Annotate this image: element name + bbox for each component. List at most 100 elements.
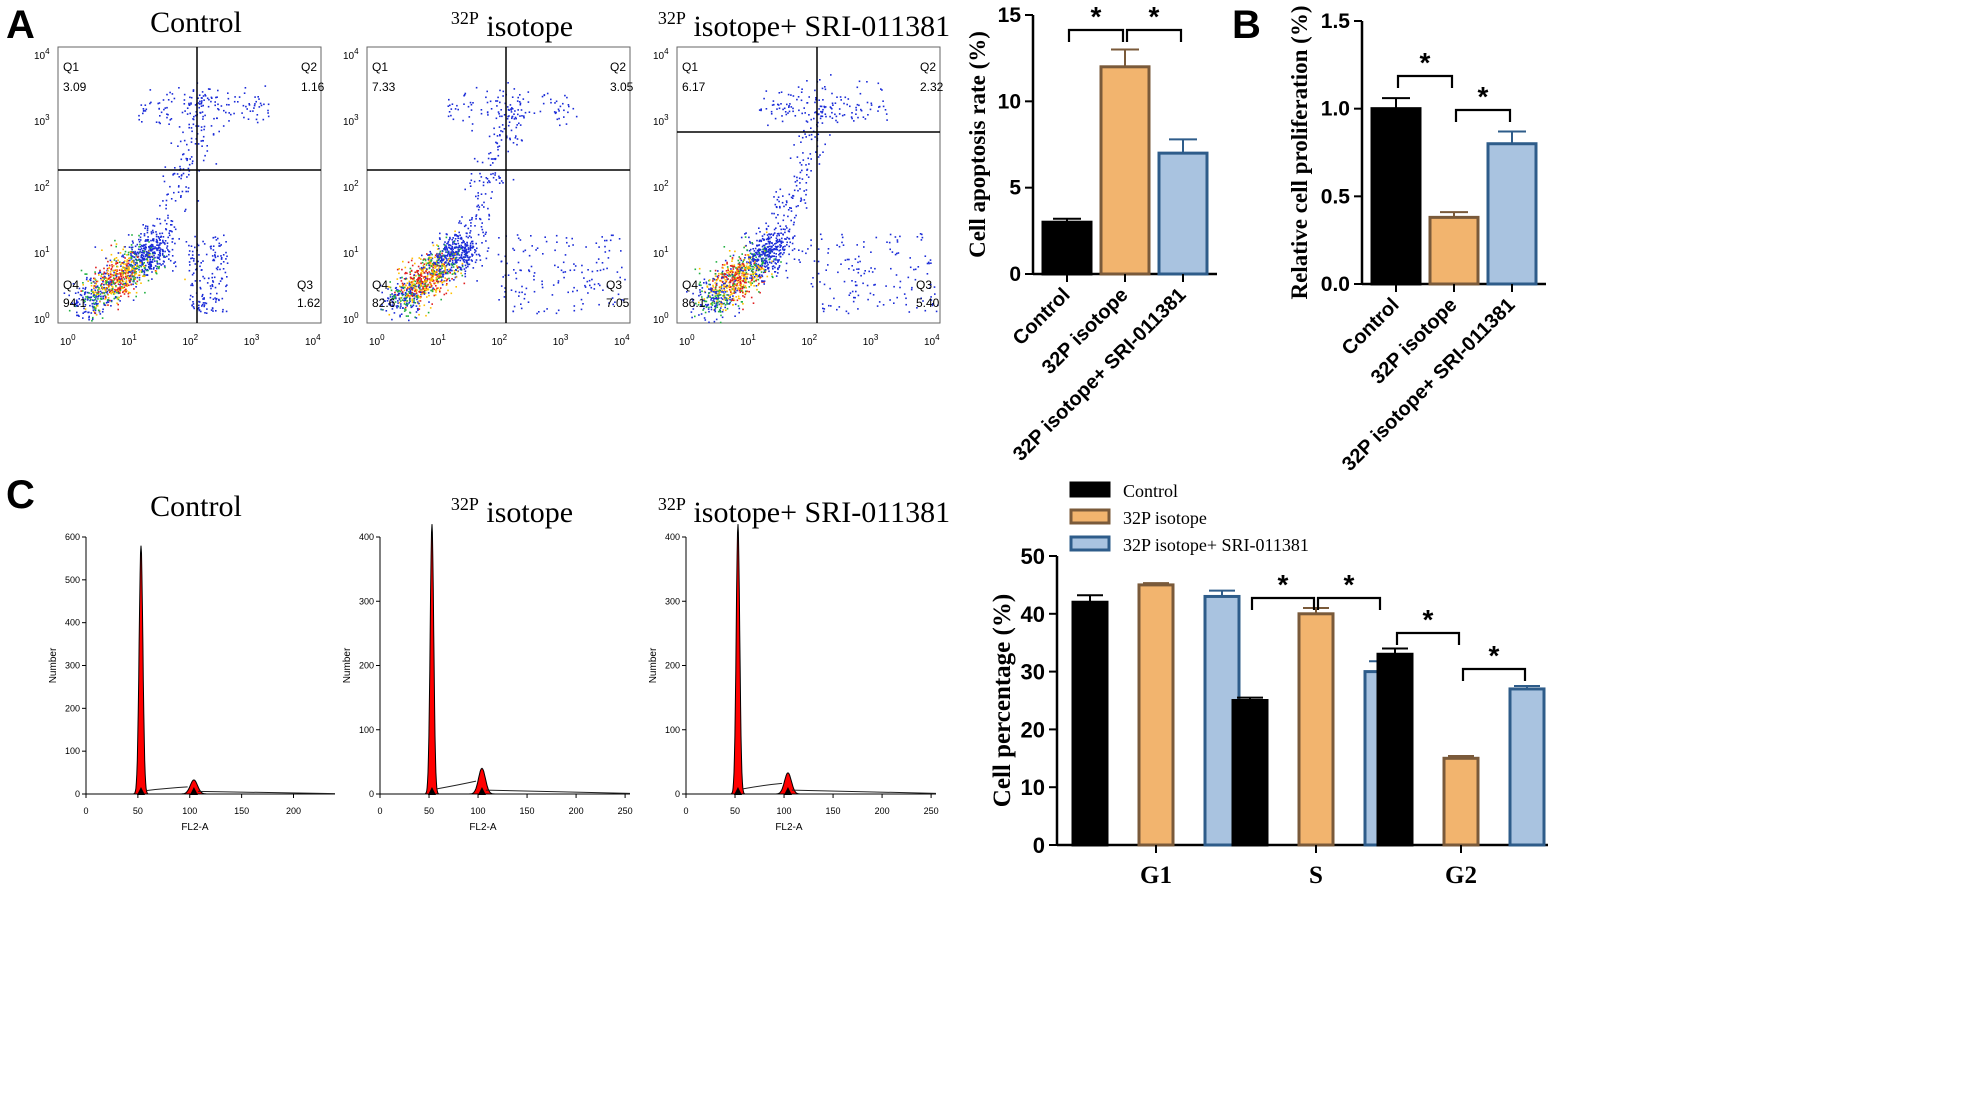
flow-dot xyxy=(192,284,194,287)
flow-dot xyxy=(772,234,774,237)
flow-dot xyxy=(159,243,161,245)
flow-dot xyxy=(121,279,124,282)
flow-dot xyxy=(838,306,841,308)
flow-dot xyxy=(913,268,915,271)
flow-dot xyxy=(480,112,483,115)
flow-dot xyxy=(771,242,773,244)
flow-dot xyxy=(445,279,448,282)
flow-dot xyxy=(133,270,135,272)
flow-dot xyxy=(776,198,779,201)
flow-dot xyxy=(408,282,411,284)
flow-dot xyxy=(479,172,481,175)
flow-dot xyxy=(720,287,723,290)
flow-dot xyxy=(147,263,150,266)
flow-dot xyxy=(470,179,473,182)
flow-dot xyxy=(171,93,174,95)
flow-dot xyxy=(420,269,423,272)
flow-dot xyxy=(724,306,726,309)
flow-dot xyxy=(396,278,399,280)
flow-dot xyxy=(721,275,723,278)
flow-dot xyxy=(506,106,509,108)
flow-dot xyxy=(468,116,471,118)
flow-dot xyxy=(112,269,115,272)
flow-dot xyxy=(431,270,434,272)
quadrant-label: Q1 xyxy=(372,60,388,74)
flow-dot xyxy=(935,310,938,313)
flow-dot xyxy=(429,262,432,264)
flow-dot xyxy=(541,95,544,98)
flow-dot xyxy=(424,267,426,270)
flow-dot xyxy=(869,108,872,111)
flow-dot xyxy=(264,85,267,87)
flow-dot xyxy=(513,113,515,115)
flow-dot xyxy=(131,255,134,257)
flow-dot xyxy=(439,272,441,274)
quadrant-value: 82.6 xyxy=(372,296,396,310)
flow-title-main: isotope+ SRI-011381 xyxy=(686,10,950,43)
flow-dot xyxy=(148,267,151,270)
flow-dot xyxy=(735,279,738,281)
flow-dot xyxy=(180,174,183,177)
flow-dot xyxy=(119,252,122,254)
flow-dot xyxy=(701,290,703,293)
flow-dot xyxy=(419,290,421,293)
flow-dot xyxy=(129,292,131,294)
flow-dot xyxy=(742,280,744,282)
flow-dot xyxy=(822,307,824,310)
flow-dot xyxy=(443,263,445,266)
flow-dot xyxy=(109,281,112,283)
flow-dot xyxy=(461,246,464,248)
flow-dot xyxy=(427,284,430,287)
flow-dot xyxy=(154,246,156,248)
flow-dot xyxy=(129,280,132,282)
flow-dot xyxy=(733,281,736,283)
y-tick-label: 0 xyxy=(1009,263,1021,286)
flow-dot xyxy=(172,173,175,175)
flow-dot xyxy=(459,234,461,237)
flow-dot xyxy=(468,259,470,261)
flow-dot xyxy=(776,240,778,243)
flow-dot xyxy=(463,103,465,105)
peak-marker xyxy=(783,787,792,795)
flow-dot xyxy=(166,242,169,244)
flow-dot xyxy=(138,276,141,279)
flow-dot xyxy=(756,275,758,277)
flow-dot xyxy=(405,302,408,304)
flow-dot xyxy=(77,305,79,307)
flow-dot xyxy=(92,292,95,295)
flow-dot xyxy=(488,218,490,221)
flow-dot xyxy=(436,273,438,276)
flow-dot xyxy=(831,117,834,119)
flow-dot xyxy=(715,284,718,286)
flow-dot xyxy=(156,262,159,265)
flow-dot xyxy=(409,295,411,297)
flow-dot xyxy=(94,309,97,312)
flow-dot xyxy=(765,238,768,241)
flow-dot xyxy=(743,272,746,275)
flow-dot xyxy=(716,289,718,292)
flow-dot xyxy=(447,270,450,273)
y-axis-label: Cell percentage (%) xyxy=(989,594,1016,807)
flow-dot xyxy=(132,242,134,244)
flow-dot xyxy=(122,272,125,274)
flow-dot xyxy=(453,240,456,242)
flow-dot xyxy=(751,276,753,278)
flow-dot xyxy=(120,282,122,284)
flow-dot xyxy=(481,204,483,206)
x-tick-label: G1 xyxy=(1140,862,1172,889)
flow-dot xyxy=(768,261,771,263)
y-tick-label: 1.0 xyxy=(1321,98,1350,121)
flow-dot xyxy=(450,266,453,269)
flow-dot xyxy=(691,298,693,300)
flow-dot xyxy=(397,292,400,295)
flow-dot xyxy=(125,281,128,283)
flow-dot xyxy=(105,257,107,260)
flow-dot xyxy=(448,111,451,113)
flow-dot xyxy=(248,103,250,105)
flow-dot xyxy=(576,289,578,292)
flow-dot xyxy=(218,108,220,111)
flow-dot xyxy=(154,265,157,267)
flow-dot xyxy=(133,266,135,268)
hist-y-tick-label: 100 xyxy=(665,725,680,735)
flow-dot xyxy=(157,236,160,238)
